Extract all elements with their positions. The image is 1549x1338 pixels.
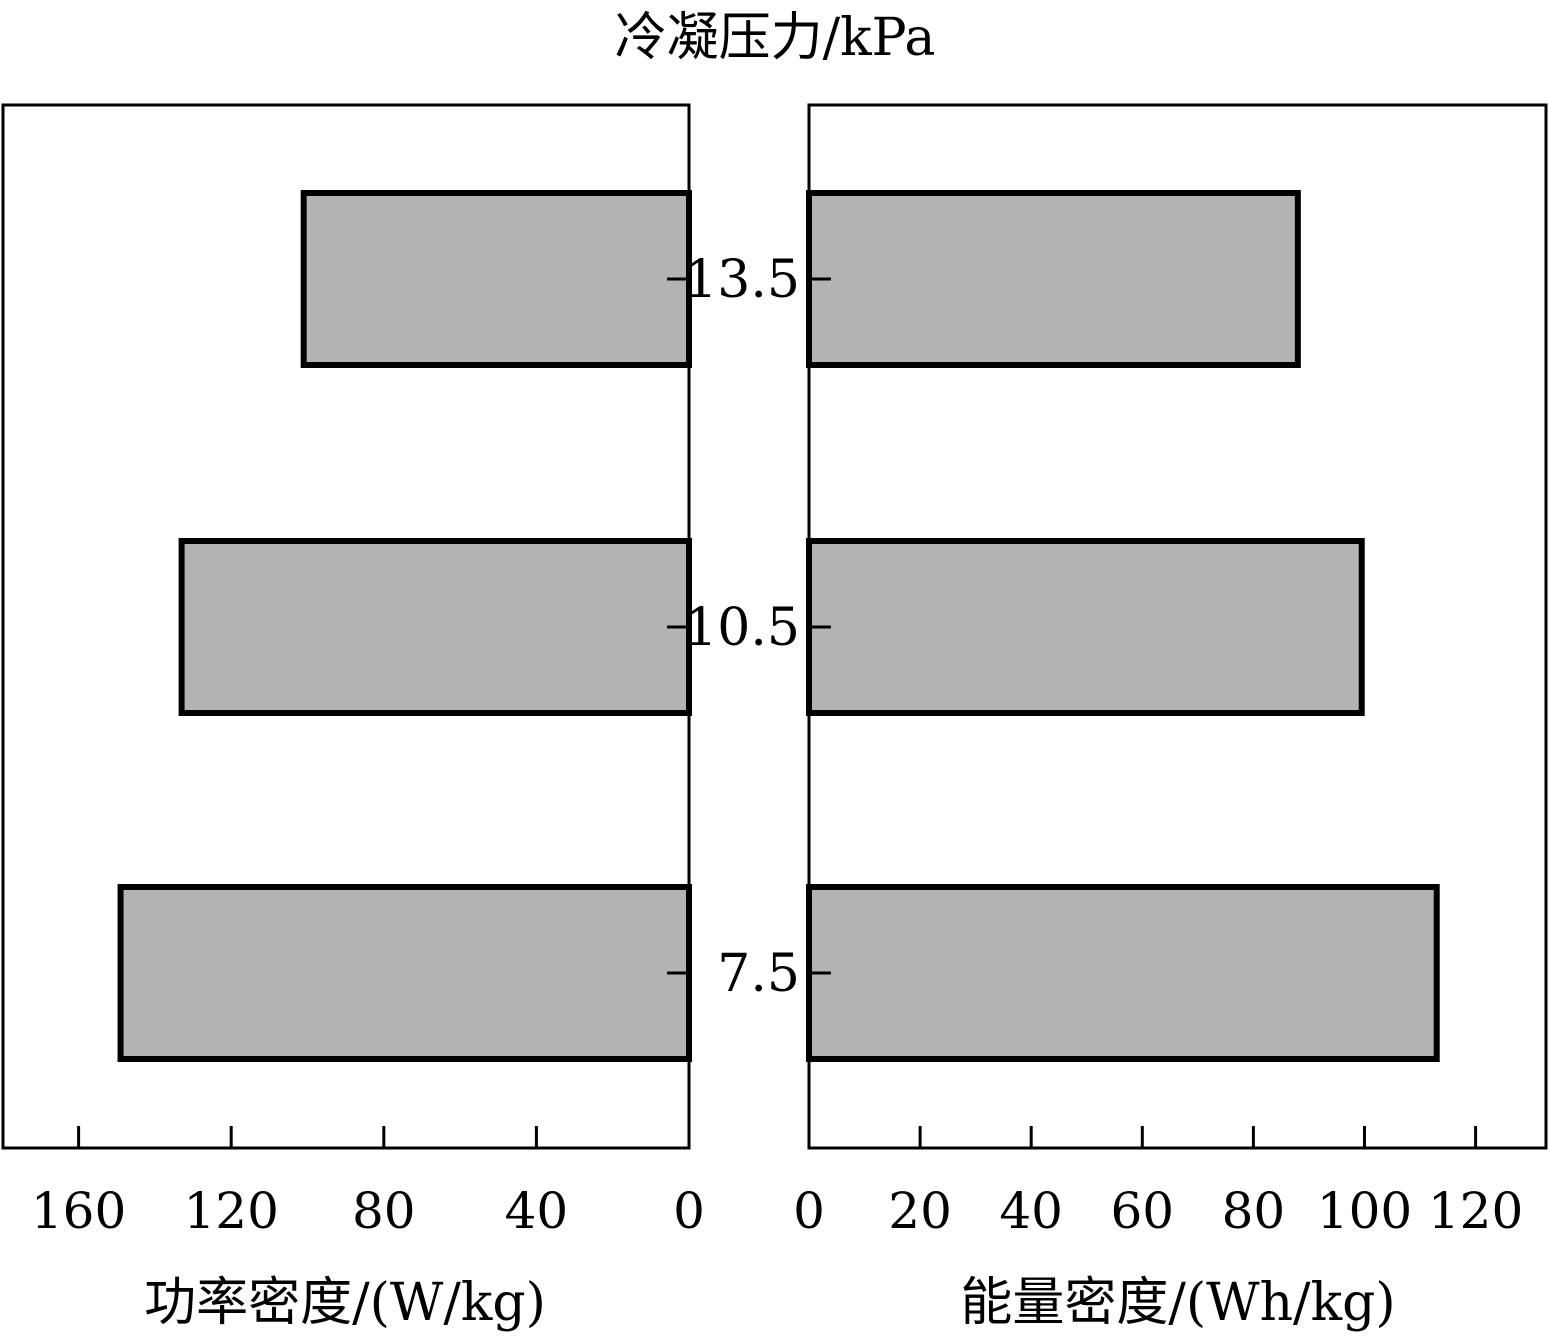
pressure-tick-label: 10.5	[684, 598, 800, 658]
power-density-bar	[300, 190, 692, 368]
energy-density-axis-label: 能量密度/(Wh/kg)	[960, 1273, 1395, 1333]
power-density-x-tick-label: 40	[505, 1182, 569, 1240]
power-density-x-tick-label: 160	[31, 1182, 126, 1240]
energy-density-x-tick-label: 20	[888, 1182, 952, 1240]
power-density-bar	[178, 538, 692, 716]
energy-density-bar	[806, 538, 1365, 716]
energy-density-bar	[806, 884, 1440, 1062]
pressure-tick-labels: 7.5 10.5 13.5	[684, 250, 800, 1004]
power-density-panel: 160 120 80 40 0	[1, 103, 705, 1240]
pressure-tick-label: 7.5	[717, 944, 800, 1004]
energy-density-x-tick-label: 100	[1317, 1182, 1412, 1240]
power-density-x-tick-label: 80	[352, 1182, 416, 1240]
power-density-x-tick-label: 120	[183, 1182, 278, 1240]
energy-density-panel: 0 20 40 60 80 100 120	[793, 103, 1548, 1240]
energy-density-x-tick-label: 80	[1222, 1182, 1286, 1240]
energy-density-x-tick-label: 0	[793, 1182, 825, 1240]
power-density-bar	[117, 884, 692, 1062]
energy-density-x-tick-label: 40	[999, 1182, 1063, 1240]
energy-density-bar	[806, 190, 1301, 368]
power-density-axis-label: 功率密度/(W/kg)	[144, 1273, 546, 1333]
energy-density-x-tick-label: 120	[1428, 1182, 1523, 1240]
power-density-x-tick-label: 0	[673, 1182, 705, 1240]
shared-axis-title: 冷凝压力/kPa	[615, 8, 936, 68]
energy-density-x-tick-label: 60	[1110, 1182, 1174, 1240]
pressure-tick-label: 13.5	[684, 250, 800, 310]
